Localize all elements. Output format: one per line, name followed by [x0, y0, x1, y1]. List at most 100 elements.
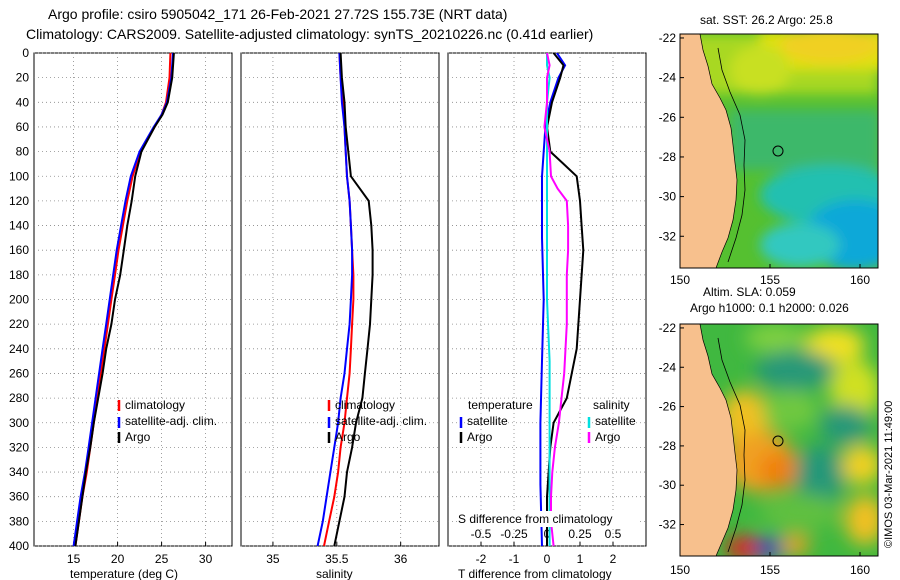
depth-tick-label: 140	[9, 219, 29, 233]
x-tick-label: 35	[266, 552, 280, 566]
salinity-grid	[241, 52, 439, 547]
sst-land	[680, 34, 738, 268]
temperature-lines	[72, 53, 175, 546]
depth-tick-label: 20	[16, 71, 30, 85]
depth-tick-label: 40	[16, 95, 30, 109]
temperature-xlabel: temperature (deg C)	[70, 567, 178, 580]
map-y-tick-label: -22	[659, 31, 677, 45]
sla-color-field	[720, 324, 878, 556]
depth-tick-label: 80	[16, 145, 30, 159]
s-tick-label: -0.5	[471, 527, 492, 541]
x-tick-label: 15	[67, 552, 81, 566]
s-axis-label-background	[458, 511, 638, 527]
map-x-tick-label: 155	[760, 563, 780, 577]
sla-argo-marker	[772, 435, 784, 447]
legend-s-argo-label: Argo	[595, 430, 621, 444]
depth-tick-label: 380	[9, 514, 29, 528]
depth-tick-label: 100	[9, 169, 29, 183]
x-tick-label: 0	[544, 552, 551, 566]
series-line-t-argo	[545, 53, 585, 546]
sst-map: sat. SST: 26.2 Argo: 25.8 150 155 160 -22 -2…	[659, 13, 879, 287]
salinity-panel: 35 35.5 36 salinity climatology satellite-…	[240, 52, 440, 580]
s-difference-x-axis: -0.5 -0.25 0 0.25 0.5	[471, 527, 622, 541]
t-difference-x-axis: -2 -1 0 1 2	[476, 542, 617, 566]
map-x-tick-label: 150	[670, 273, 690, 287]
sla-map-title-2: Argo h1000: 0.1 h2000: 0.026	[690, 301, 849, 315]
legend-temperature-heading: temperature	[468, 398, 533, 412]
map-y-tick-label: -32	[659, 229, 677, 243]
x-tick-label: -2	[476, 552, 487, 566]
temperature-x-axis: 15 20 25 30	[67, 542, 213, 566]
sst-color-field	[680, 34, 878, 268]
depth-tick-label: 280	[9, 391, 29, 405]
legend-satellite-label: satellite-adj. clim.	[335, 414, 427, 428]
depth-tick-label: 400	[9, 539, 29, 553]
sst-argo-marker	[772, 145, 784, 157]
sla-map: Altim. SLA: 0.059 Argo h1000: 0.1 h2000:…	[659, 285, 879, 577]
depth-tick-label: 160	[9, 243, 29, 257]
x-tick-label: 36	[394, 552, 408, 566]
x-tick-label: 35.5	[325, 552, 349, 566]
x-tick-label: 1	[577, 552, 584, 566]
map-y-tick-label: -22	[659, 321, 677, 335]
x-tick-label: 30	[199, 552, 213, 566]
difference-legend: temperature satellite Argo salinity sate…	[459, 398, 636, 444]
sst-map-field	[680, 34, 878, 268]
x-tick-label: 2	[610, 552, 617, 566]
sst-isobath	[717, 47, 746, 263]
sla-map-title-1: Altim. SLA: 0.059	[703, 285, 796, 299]
map-x-tick-label: 160	[850, 563, 870, 577]
depth-tick-label: 360	[9, 490, 29, 504]
map-y-tick-label: -32	[659, 518, 677, 532]
legend-t-satellite-label: satellite	[467, 414, 508, 428]
x-tick-label: 25	[155, 552, 169, 566]
map-x-tick-label: 155	[760, 273, 780, 287]
sla-map-axes: 150 155 160 -22 -24 -26 -28 -30 -32	[659, 321, 871, 577]
depth-tick-label: 300	[9, 416, 29, 430]
map-y-tick-label: -24	[659, 71, 677, 85]
header-line-2: Climatology: CARS2009. Satellite-adjuste…	[26, 26, 594, 42]
map-x-tick-label: 150	[670, 563, 690, 577]
x-tick-label: -1	[509, 552, 520, 566]
map-y-tick-label: -26	[659, 400, 677, 414]
series-line-s-argo	[543, 53, 570, 546]
t-difference-xlabel: T difference from climatology	[458, 567, 612, 580]
series-line-s-satellite	[546, 53, 551, 546]
salinity-lines	[316, 53, 374, 546]
depth-tick-label: 320	[9, 440, 29, 454]
salinity-xlabel: salinity	[316, 567, 353, 580]
salinity-x-axis: 35 35.5 36	[266, 542, 408, 566]
s-tick-label: 0.5	[605, 527, 622, 541]
depth-tick-label: 340	[9, 465, 29, 479]
map-y-tick-label: -28	[659, 439, 677, 453]
temperature-panel: 0 20 40 60 80 100 120 140 160 180 200 220 240 260 280 3…	[9, 46, 233, 580]
legend-t-argo-label: Argo	[467, 430, 493, 444]
header-line-1: Argo profile: csiro 5905042_171 26-Feb-2…	[48, 6, 508, 22]
series-line-argo	[333, 53, 374, 546]
sla-land	[680, 324, 738, 556]
sla-isobath	[717, 337, 746, 553]
depth-axis: 0 20 40 60 80 100 120 140 160 180 200 220 240 260 280 3…	[9, 46, 29, 553]
depth-tick-label: 200	[9, 293, 29, 307]
sst-map-axes: 150 155 160 -22 -24 -26 -28 -30 -32	[659, 31, 871, 287]
temperature-grid	[34, 52, 232, 547]
map-y-tick-label: -28	[659, 150, 677, 164]
temperature-legend: climatology satellite-adj. clim. Argo	[117, 398, 217, 444]
map-y-tick-label: -24	[659, 360, 677, 374]
legend-s-satellite-label: satellite	[595, 414, 636, 428]
legend-salinity-heading: salinity	[593, 398, 630, 412]
legend-argo-label: Argo	[335, 430, 361, 444]
s-tick-label: 0.25	[568, 527, 592, 541]
sla-map-field	[680, 324, 878, 556]
depth-tick-label: 0	[22, 46, 29, 60]
x-tick-label: 20	[111, 552, 125, 566]
series-line-t-satellite	[539, 53, 567, 546]
depth-tick-label: 240	[9, 342, 29, 356]
difference-lines	[539, 53, 585, 546]
legend-climatology-label: climatology	[335, 398, 395, 412]
sst-map-title: sat. SST: 26.2 Argo: 25.8	[700, 13, 833, 27]
depth-tick-label: 260	[9, 366, 29, 380]
legend-satellite-label: satellite-adj. clim.	[125, 414, 217, 428]
imos-watermark: ©IMOS 03-Mar-2021 11:49:00	[883, 401, 895, 548]
